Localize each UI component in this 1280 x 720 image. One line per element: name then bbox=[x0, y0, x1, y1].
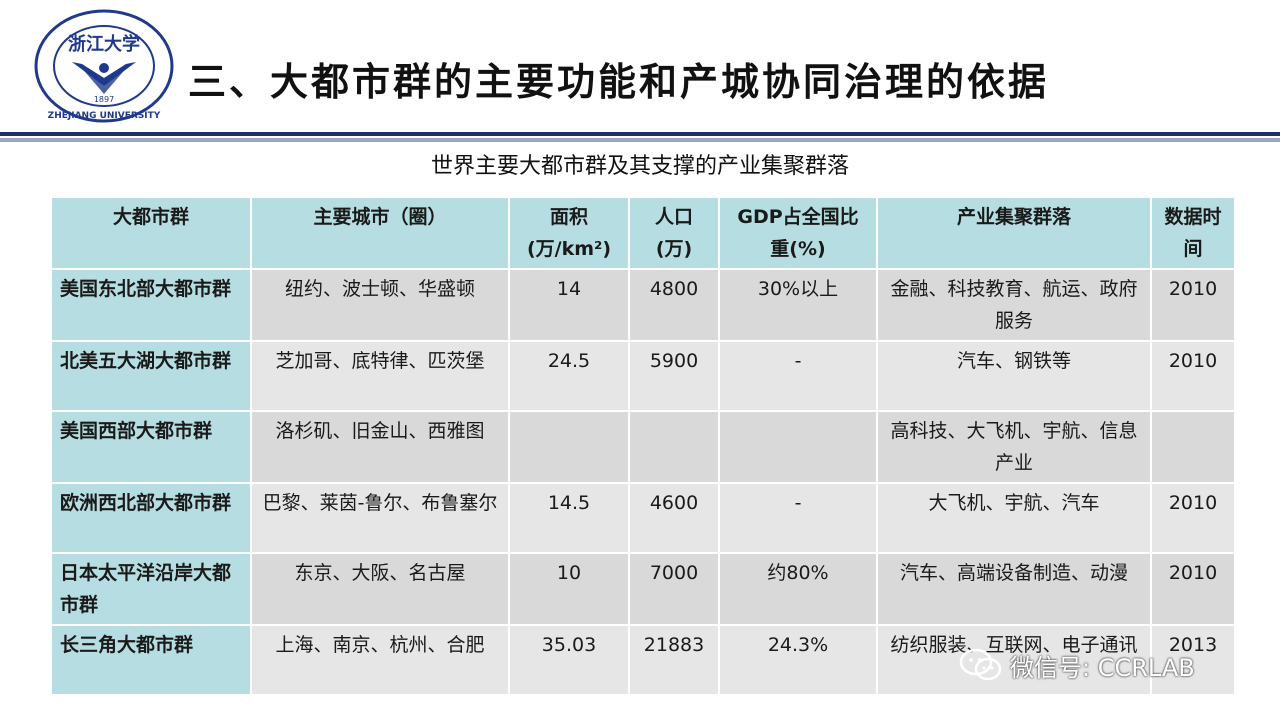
table-row: 日本太平洋沿岸大都市群 东京、大阪、名古屋 10 7000 约80% 汽车、高端… bbox=[50, 552, 1236, 626]
cell-cities: 洛杉矶、旧金山、西雅图 bbox=[250, 410, 510, 484]
cell-industries: 高科技、大飞机、宇航、信息产业 bbox=[876, 410, 1152, 484]
table-caption: 世界主要大都市群及其支撑的产业集聚群落 bbox=[430, 154, 849, 179]
title-divider-light bbox=[0, 138, 1280, 142]
cell-year: 2010 bbox=[1150, 340, 1236, 412]
cell-region: 美国西部大都市群 bbox=[50, 410, 252, 484]
header-cities: 主要城市（圈） bbox=[250, 196, 510, 270]
cell-industries: 汽车、高端设备制造、动漫 bbox=[876, 552, 1152, 626]
cell-year: 2010 bbox=[1150, 268, 1236, 342]
cell-year: 2013 bbox=[1150, 624, 1236, 696]
cell-cities: 纽约、波士顿、华盛顿 bbox=[250, 268, 510, 342]
cell-gdp-share: 30%以上 bbox=[718, 268, 878, 342]
header-gdp-share: GDP占全国比重(%) bbox=[718, 196, 878, 270]
logo-year: 1897 bbox=[94, 95, 114, 104]
cell-area: 14 bbox=[508, 268, 630, 342]
cell-area: 35.03 bbox=[508, 624, 630, 696]
cell-population bbox=[628, 410, 720, 484]
cell-region: 欧洲西北部大都市群 bbox=[50, 482, 252, 554]
header-area: 面积(万/km²) bbox=[508, 196, 630, 270]
cell-area: 10 bbox=[508, 552, 630, 626]
cell-year bbox=[1150, 410, 1236, 484]
metropolis-table: 大都市群 主要城市（圈） 面积(万/km²) 人口(万) GDP占全国比重(%)… bbox=[50, 196, 1236, 696]
header-industries: 产业集聚群落 bbox=[876, 196, 1152, 270]
cell-population: 21883 bbox=[628, 624, 720, 696]
slide-title: 三、大都市群的主要功能和产城协同治理的依据 bbox=[188, 60, 1050, 104]
cell-year: 2010 bbox=[1150, 482, 1236, 554]
table-row: 美国西部大都市群 洛杉矶、旧金山、西雅图 高科技、大飞机、宇航、信息产业 bbox=[50, 410, 1236, 484]
wechat-icon bbox=[958, 646, 1004, 684]
cell-region: 日本太平洋沿岸大都市群 bbox=[50, 552, 252, 626]
cell-region: 美国东北部大都市群 bbox=[50, 268, 252, 342]
cell-population: 4800 bbox=[628, 268, 720, 342]
cell-cities: 东京、大阪、名古屋 bbox=[250, 552, 510, 626]
title-divider bbox=[0, 132, 1280, 136]
cell-area bbox=[508, 410, 630, 484]
cell-population: 5900 bbox=[628, 340, 720, 412]
table-header-row: 大都市群 主要城市（圈） 面积(万/km²) 人口(万) GDP占全国比重(%)… bbox=[50, 196, 1236, 270]
cell-cities: 芝加哥、底特律、匹茨堡 bbox=[250, 340, 510, 412]
header-region: 大都市群 bbox=[50, 196, 252, 270]
watermark-text: 微信号: CCRLAB bbox=[1010, 653, 1195, 682]
cell-gdp-share bbox=[718, 410, 878, 484]
cell-area: 24.5 bbox=[508, 340, 630, 412]
cell-population: 4600 bbox=[628, 482, 720, 554]
table-row: 美国东北部大都市群 纽约、波士顿、华盛顿 14 4800 30%以上 金融、科技… bbox=[50, 268, 1236, 342]
header-year: 数据时间 bbox=[1150, 196, 1236, 270]
cell-industries: 纺织服装、互联网、电子通讯 bbox=[876, 624, 1152, 696]
cell-gdp-share: 约80% bbox=[718, 552, 878, 626]
cell-year: 2010 bbox=[1150, 552, 1236, 626]
table-row: 北美五大湖大都市群 芝加哥、底特律、匹茨堡 24.5 5900 - 汽车、钢铁等… bbox=[50, 340, 1236, 412]
cell-industries: 金融、科技教育、航运、政府服务 bbox=[876, 268, 1152, 342]
cell-industries: 汽车、钢铁等 bbox=[876, 340, 1152, 412]
cell-area: 14.5 bbox=[508, 482, 630, 554]
header-population: 人口(万) bbox=[628, 196, 720, 270]
zhejiang-university-logo: 浙江大学 1897 ZHEJIANG UNIVERSITY bbox=[30, 6, 178, 126]
cell-gdp-share: - bbox=[718, 482, 878, 554]
table-row: 长三角大都市群 上海、南京、杭州、合肥 35.03 21883 24.3% 纺织… bbox=[50, 624, 1236, 696]
logo-english-text: ZHEJIANG UNIVERSITY bbox=[48, 111, 161, 121]
cell-population: 7000 bbox=[628, 552, 720, 626]
logo-chinese-text: 浙江大学 bbox=[68, 33, 140, 55]
cell-region: 北美五大湖大都市群 bbox=[50, 340, 252, 412]
cell-industries: 大飞机、宇航、汽车 bbox=[876, 482, 1152, 554]
cell-gdp-share: 24.3% bbox=[718, 624, 878, 696]
cell-cities: 巴黎、莱茵-鲁尔、布鲁塞尔 bbox=[250, 482, 510, 554]
table-row: 欧洲西北部大都市群 巴黎、莱茵-鲁尔、布鲁塞尔 14.5 4600 - 大飞机、… bbox=[50, 482, 1236, 554]
cell-cities: 上海、南京、杭州、合肥 bbox=[250, 624, 510, 696]
cell-region: 长三角大都市群 bbox=[50, 624, 252, 696]
wechat-watermark: 微信号: CCRLAB bbox=[958, 646, 1195, 684]
cell-gdp-share: - bbox=[718, 340, 878, 412]
